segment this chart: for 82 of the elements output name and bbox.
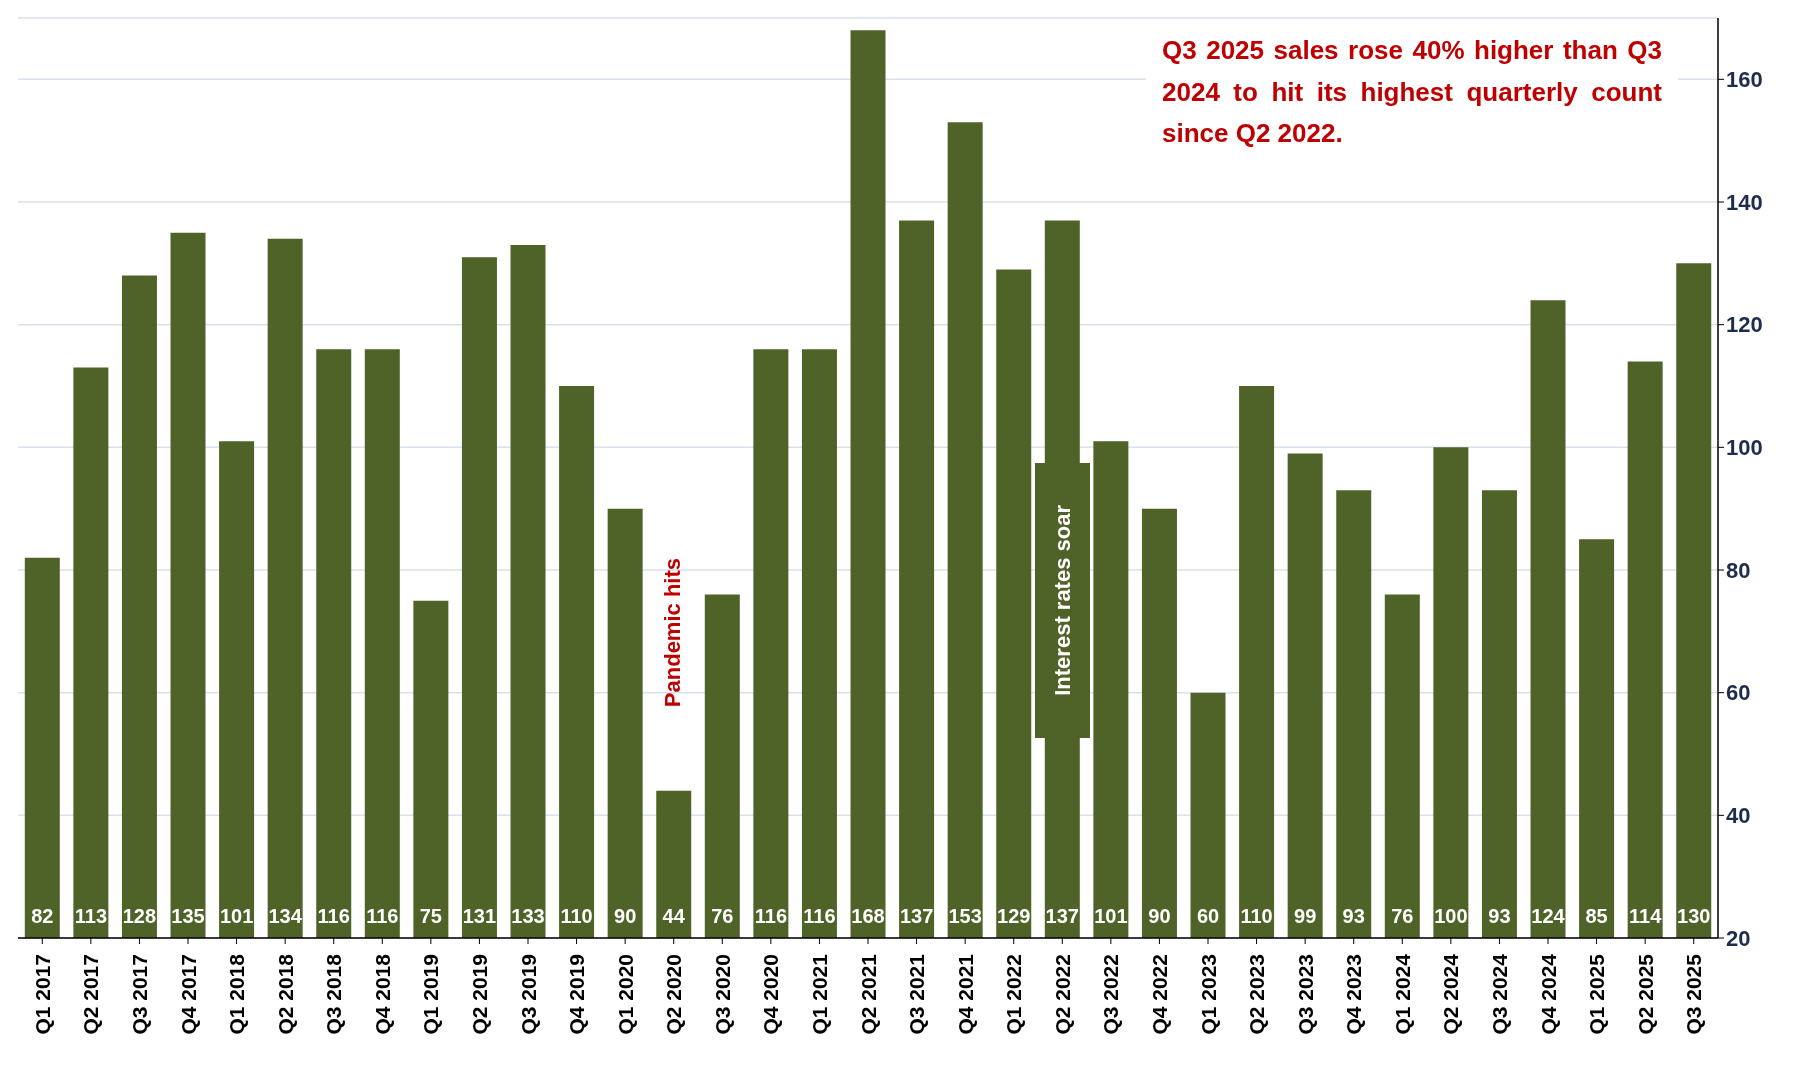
x-tick-label: Q4 2022 <box>1147 954 1171 1035</box>
x-tick-label: Q2 2022 <box>1050 954 1074 1035</box>
data-label: 124 <box>1531 905 1566 927</box>
data-label: 114 <box>1629 905 1663 927</box>
x-tick-label: Q2 2023 <box>1245 954 1269 1035</box>
x-tick-label: Q1 2019 <box>419 954 443 1035</box>
x-tick-label: Q1 2024 <box>1390 953 1414 1035</box>
x-tick-label: Q4 2018 <box>370 953 394 1035</box>
data-label: 130 <box>1677 905 1711 927</box>
data-label: 75 <box>419 905 442 927</box>
data-label: 153 <box>948 905 982 927</box>
annotation: Q3 2025 sales rose 40% higher than Q3 2024 to hit its highest quarterly count since Q2 2022. <box>1146 26 1678 159</box>
data-label: 133 <box>511 905 545 927</box>
x-tick-label: Q3 2018 <box>322 953 346 1035</box>
label-box: Interest rates soar <box>1035 463 1090 738</box>
data-label: 168 <box>851 905 885 927</box>
x-tick-label: Q2 2021 <box>856 953 880 1035</box>
data-label: 93 <box>1342 905 1365 927</box>
x-tick-label: Q2 2020 <box>662 954 686 1035</box>
data-label: 100 <box>1434 905 1468 927</box>
data-label: 131 <box>462 905 497 927</box>
x-tick-label: Q2 2024 <box>1439 953 1463 1035</box>
data-label: 101 <box>1094 905 1128 927</box>
x-tick-label: Q1 2020 <box>613 954 637 1035</box>
y-tick-label: 100 <box>1726 435 1763 461</box>
data-label: 116 <box>317 905 350 927</box>
x-tick-label: Q1 2018 <box>225 953 249 1035</box>
x-tick-label: Q3 2020 <box>710 954 734 1035</box>
data-label: 44 <box>662 905 686 927</box>
data-label: 116 <box>803 905 836 927</box>
x-tick-label: Q3 2017 <box>127 954 151 1035</box>
x-tick-label: Q3 2019 <box>516 954 540 1035</box>
y-tick-label: 80 <box>1726 557 1751 583</box>
x-tick-label: Q2 2018 <box>273 953 297 1035</box>
y-tick-label: 140 <box>1726 189 1763 215</box>
data-label: 134 <box>268 905 303 927</box>
data-label: 116 <box>754 905 787 927</box>
data-label: 137 <box>1045 905 1079 927</box>
x-tick-label: Q4 2021 <box>953 953 977 1035</box>
annotation: Interest rates soar <box>1049 505 1076 696</box>
annotation: Pandemic hits <box>660 558 686 708</box>
data-label: 129 <box>997 905 1031 927</box>
data-label: 101 <box>219 905 254 927</box>
x-tick-label: Q3 2024 <box>1487 953 1511 1035</box>
data-label: 128 <box>122 905 157 927</box>
y-tick-label: 120 <box>1726 312 1763 338</box>
x-tick-label: Q4 2020 <box>759 954 783 1035</box>
data-label: 90 <box>1148 905 1171 927</box>
data-label: 135 <box>171 905 205 927</box>
data-label: 85 <box>1585 905 1608 927</box>
x-tick-label: Q3 2022 <box>1099 954 1123 1035</box>
x-tick-label: Q2 2017 <box>79 954 103 1035</box>
x-tick-label: Q2 2025 <box>1633 953 1657 1035</box>
x-tick-label: Q1 2021 <box>807 953 831 1035</box>
x-tick-label: Q3 2025 <box>1682 953 1706 1035</box>
y-tick-label: 40 <box>1726 803 1751 829</box>
data-label: 82 <box>31 905 54 927</box>
data-label: 110 <box>560 905 593 927</box>
x-tick-label: Q1 2023 <box>1196 954 1220 1035</box>
x-tick-label: Q1 2017 <box>30 954 54 1035</box>
data-label: 113 <box>74 905 107 927</box>
data-label: 93 <box>1488 905 1511 927</box>
x-tick-label: Q3 2023 <box>1293 954 1317 1035</box>
data-label: 76 <box>1391 905 1414 927</box>
data-label: 60 <box>1196 905 1220 927</box>
x-tick-label: Q4 2024 <box>1536 953 1560 1035</box>
x-tick-label: Q4 2019 <box>565 954 589 1035</box>
x-tick-label: Q1 2025 <box>1585 953 1609 1035</box>
y-tick-label: 20 <box>1726 925 1751 951</box>
y-tick-label: 60 <box>1726 680 1751 706</box>
data-label: 99 <box>1294 905 1317 927</box>
data-label: 90 <box>614 905 637 927</box>
x-tick-label: Q3 2021 <box>905 953 929 1035</box>
x-tick-label: Q2 2019 <box>467 954 491 1035</box>
data-label: 137 <box>899 905 934 927</box>
data-label: 110 <box>1240 905 1273 927</box>
data-label: 116 <box>366 905 399 927</box>
x-tick-label: Q4 2023 <box>1342 954 1366 1035</box>
y-tick-label: 160 <box>1726 67 1763 93</box>
data-label: 76 <box>711 905 734 927</box>
x-tick-label: Q4 2017 <box>176 954 200 1035</box>
x-tick-label: Q1 2022 <box>1002 954 1026 1035</box>
